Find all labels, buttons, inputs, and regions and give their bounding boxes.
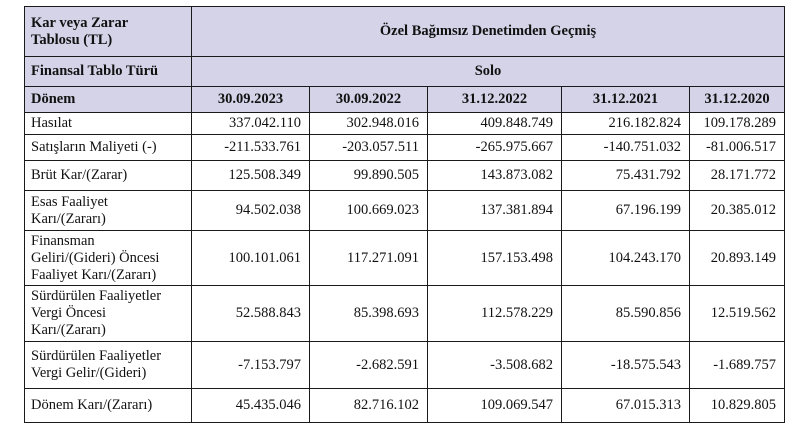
period-header: 30.09.2023 xyxy=(191,86,310,113)
period-header: 31.12.2020 xyxy=(688,86,786,113)
value-cell: 100.101.061 xyxy=(191,230,310,286)
value-cell: 302.948.016 xyxy=(309,112,428,135)
header-row-period: Dönem 30.09.2023 30.09.2022 31.12.2022 3… xyxy=(24,86,786,113)
table-title: Kar veya Zarar Tablosu (TL) xyxy=(24,6,192,57)
row-label: Finansman Geliri/(Gideri) Öncesi Faaliye… xyxy=(24,230,192,286)
value-cell: 100.669.023 xyxy=(309,190,428,231)
row-label-line: Satışların Maliyeti (-) xyxy=(31,139,157,155)
table-row: Esas Faaliyet Karı/(Zararı) 94.502.038 1… xyxy=(24,190,786,231)
value-cell: 10.829.805 xyxy=(688,388,786,423)
period-label: Dönem xyxy=(24,86,192,113)
value-cell: -203.057.511 xyxy=(309,134,428,161)
row-label: Brüt Kar/(Zarar) xyxy=(24,160,192,191)
value-cell: 20.385.012 xyxy=(688,190,786,231)
value-cell: -81.006.517 xyxy=(688,134,786,161)
value-cell: 75.431.792 xyxy=(561,160,690,191)
value-cell: -3.508.682 xyxy=(427,341,562,389)
row-label-line: Esas Faaliyet xyxy=(31,193,108,210)
table-row: Dönem Karı/(Zararı) 45.435.046 82.716.10… xyxy=(24,388,786,423)
row-label-line: Karı/(Zararı) xyxy=(31,210,106,227)
value-cell: 125.508.349 xyxy=(191,160,310,191)
value-cell: 117.271.091 xyxy=(309,230,428,286)
value-cell: 99.890.505 xyxy=(309,160,428,191)
value-cell: 409.848.749 xyxy=(427,112,562,135)
table-title-line2: Tablosu (TL) xyxy=(31,31,113,48)
table-title-line1: Kar veya Zarar xyxy=(31,14,129,31)
row-label-line: Vergi Gelir/(Gideri) xyxy=(31,365,147,381)
financial-table-type-value: Solo xyxy=(190,56,786,87)
value-cell: 216.182.824 xyxy=(561,112,690,135)
row-label-line: Brüt Kar/(Zarar) xyxy=(31,167,128,183)
row-label: Dönem Karı/(Zararı) xyxy=(24,388,192,423)
value-cell: 20.893.149 xyxy=(688,230,786,286)
table-row: Sürdürülen Faaliyetler Vergi Gelir/(Gide… xyxy=(24,341,786,389)
row-label-line: Faaliyet Karı/(Zararı) xyxy=(31,266,157,283)
header-row-audit: Kar veya Zarar Tablosu (TL) Özel Bağımsı… xyxy=(24,6,786,57)
value-cell: 112.578.229 xyxy=(427,285,562,342)
value-cell: 337.042.110 xyxy=(191,112,310,135)
value-cell: 12.519.562 xyxy=(688,285,786,342)
value-cell: 82.716.102 xyxy=(309,388,428,423)
row-label-line: Dönem Karı/(Zararı) xyxy=(31,397,153,413)
value-cell: -140.751.032 xyxy=(561,134,690,161)
value-cell: 85.590.856 xyxy=(561,285,690,342)
value-cell: -1.689.757 xyxy=(688,341,786,389)
value-cell: -2.682.591 xyxy=(309,341,428,389)
value-cell: 67.015.313 xyxy=(561,388,690,423)
period-header: 30.09.2022 xyxy=(309,86,428,113)
income-statement-table: Kar veya Zarar Tablosu (TL) Özel Bağımsı… xyxy=(24,6,786,423)
value-cell: 45.435.046 xyxy=(191,388,310,423)
row-label-line: Sürdürülen Faaliyetler xyxy=(31,288,162,304)
audit-status: Özel Bağımsız Denetimden Geçmiş xyxy=(190,6,786,57)
value-cell: -18.575.543 xyxy=(561,341,690,389)
value-cell: 28.171.772 xyxy=(688,160,786,191)
row-label-line: Vergi Öncesi xyxy=(31,305,107,321)
row-label-line: Sürdürülen Faaliyetler xyxy=(31,348,162,364)
value-cell: -211.533.761 xyxy=(191,134,310,161)
row-label: Satışların Maliyeti (-) xyxy=(24,134,192,161)
header-row-type: Finansal Tablo Türü Solo xyxy=(24,56,786,87)
row-label-line: Geliri/(Gideri) Öncesi xyxy=(31,249,160,266)
value-cell: -7.153.797 xyxy=(191,341,310,389)
row-label-line: Hasılat xyxy=(31,115,73,131)
value-cell: 109.178.289 xyxy=(688,112,786,135)
value-cell: 109.069.547 xyxy=(427,388,562,423)
period-header: 31.12.2022 xyxy=(427,86,562,113)
value-cell: 94.502.038 xyxy=(191,190,310,231)
value-cell: 157.153.498 xyxy=(427,230,562,286)
row-label: Esas Faaliyet Karı/(Zararı) xyxy=(24,190,192,231)
table-row: Finansman Geliri/(Gideri) Öncesi Faaliye… xyxy=(24,230,786,286)
row-label-line: Finansman xyxy=(31,232,95,249)
financial-table-type-label: Finansal Tablo Türü xyxy=(24,56,192,87)
table-row: Sürdürülen Faaliyetler Vergi Öncesi Karı… xyxy=(24,285,786,342)
table-row: Hasılat 337.042.110 302.948.016 409.848.… xyxy=(24,112,786,135)
table-row: Satışların Maliyeti (-) -211.533.761 -20… xyxy=(24,134,786,161)
period-header: 31.12.2021 xyxy=(561,86,690,113)
row-label-line: Karı/(Zararı) xyxy=(31,322,106,338)
income-statement-table-container: Kar veya Zarar Tablosu (TL) Özel Bağımsı… xyxy=(24,6,786,423)
value-cell: 52.588.843 xyxy=(191,285,310,342)
row-label: Sürdürülen Faaliyetler Vergi Öncesi Karı… xyxy=(24,285,192,342)
value-cell: 104.243.170 xyxy=(561,230,690,286)
value-cell: -265.975.667 xyxy=(427,134,562,161)
row-label: Sürdürülen Faaliyetler Vergi Gelir/(Gide… xyxy=(24,341,192,389)
table-row: Brüt Kar/(Zarar) 125.508.349 99.890.505 … xyxy=(24,160,786,191)
row-label: Hasılat xyxy=(24,112,192,135)
value-cell: 143.873.082 xyxy=(427,160,562,191)
value-cell: 67.196.199 xyxy=(561,190,690,231)
value-cell: 85.398.693 xyxy=(309,285,428,342)
value-cell: 137.381.894 xyxy=(427,190,562,231)
